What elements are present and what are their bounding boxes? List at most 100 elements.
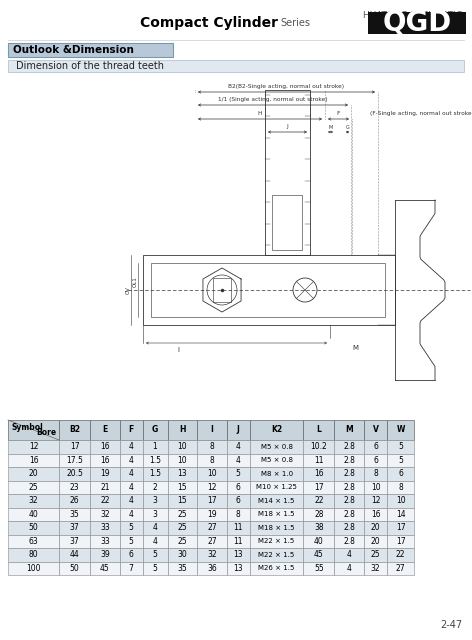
- Bar: [364, 508, 387, 521]
- Bar: [120, 521, 143, 534]
- Bar: [303, 454, 335, 467]
- Text: 8: 8: [236, 509, 241, 519]
- Text: 26: 26: [70, 496, 79, 505]
- Bar: [90, 521, 120, 534]
- Bar: [303, 420, 335, 440]
- Text: 13: 13: [234, 564, 243, 573]
- Text: 40: 40: [29, 509, 38, 519]
- Text: 12: 12: [29, 442, 38, 451]
- Text: 4: 4: [129, 496, 134, 505]
- Bar: [8, 508, 59, 521]
- Bar: [335, 561, 364, 575]
- Bar: [387, 521, 414, 534]
- Text: 10: 10: [207, 469, 217, 478]
- Bar: [364, 420, 387, 440]
- Text: 4: 4: [236, 456, 241, 465]
- Bar: [90, 561, 120, 575]
- Text: 4: 4: [152, 524, 158, 532]
- Text: 11: 11: [234, 537, 243, 546]
- Text: 30: 30: [177, 550, 187, 559]
- Text: H: H: [258, 111, 262, 116]
- Bar: [90, 508, 120, 521]
- Bar: [303, 561, 335, 575]
- Text: 37: 37: [70, 524, 79, 532]
- Text: 5: 5: [236, 469, 241, 478]
- Text: 11: 11: [314, 456, 324, 465]
- Bar: [303, 481, 335, 494]
- Text: 5: 5: [398, 456, 403, 465]
- Bar: [250, 440, 303, 454]
- Text: Compact Cylinder: Compact Cylinder: [140, 16, 278, 30]
- Text: 5: 5: [129, 524, 134, 532]
- Text: M18 × 1.5: M18 × 1.5: [258, 525, 295, 531]
- Bar: [143, 561, 168, 575]
- Bar: [90, 481, 120, 494]
- Bar: [197, 508, 227, 521]
- Text: 39: 39: [100, 550, 110, 559]
- Bar: [168, 494, 197, 508]
- Text: 6: 6: [373, 442, 378, 451]
- Text: 10: 10: [177, 442, 187, 451]
- Bar: [120, 440, 143, 454]
- Bar: [143, 534, 168, 548]
- Bar: [8, 420, 59, 440]
- Bar: [335, 440, 364, 454]
- Text: 32: 32: [100, 509, 110, 519]
- Bar: [8, 561, 59, 575]
- Bar: [303, 494, 335, 508]
- Bar: [59, 508, 90, 521]
- Text: 37: 37: [70, 537, 79, 546]
- Text: 4: 4: [129, 509, 134, 519]
- Text: 1: 1: [152, 442, 158, 451]
- Text: 20: 20: [29, 469, 38, 478]
- Bar: [168, 481, 197, 494]
- Bar: [227, 467, 250, 481]
- Bar: [387, 508, 414, 521]
- Text: 17: 17: [396, 524, 405, 532]
- Text: M: M: [352, 345, 358, 351]
- Text: E: E: [102, 426, 108, 435]
- Text: G: G: [346, 125, 349, 130]
- Text: 2: 2: [152, 483, 158, 492]
- Bar: [335, 534, 364, 548]
- Text: 20.5: 20.5: [66, 469, 83, 478]
- Text: 2.8: 2.8: [343, 442, 355, 451]
- Bar: [8, 548, 59, 561]
- Text: 16: 16: [100, 456, 110, 465]
- Text: M5 × 0.8: M5 × 0.8: [261, 444, 293, 450]
- Text: 19: 19: [207, 509, 217, 519]
- Text: 12: 12: [207, 483, 217, 492]
- Bar: [90, 494, 120, 508]
- Bar: [90, 534, 120, 548]
- Bar: [59, 481, 90, 494]
- Bar: [387, 548, 414, 561]
- Text: 15: 15: [177, 483, 187, 492]
- Text: 23: 23: [70, 483, 79, 492]
- Bar: [120, 508, 143, 521]
- Text: 50: 50: [29, 524, 38, 532]
- Text: 45: 45: [314, 550, 324, 559]
- Bar: [120, 548, 143, 561]
- Bar: [59, 521, 90, 534]
- Text: 4: 4: [129, 456, 134, 465]
- Text: 5: 5: [129, 537, 134, 546]
- Bar: [213, 278, 231, 302]
- Text: 19: 19: [100, 469, 110, 478]
- Bar: [387, 481, 414, 494]
- Bar: [8, 454, 59, 467]
- Text: 25: 25: [177, 509, 187, 519]
- Bar: [197, 467, 227, 481]
- Bar: [227, 481, 250, 494]
- Text: 44: 44: [70, 550, 79, 559]
- Bar: [59, 467, 90, 481]
- Text: 16: 16: [100, 442, 110, 451]
- Text: H: H: [179, 426, 185, 435]
- Text: 35: 35: [70, 509, 79, 519]
- Text: B2(B2-Single acting, normal out stroke): B2(B2-Single acting, normal out stroke): [228, 84, 345, 89]
- Bar: [303, 440, 335, 454]
- Bar: [387, 420, 414, 440]
- Bar: [120, 534, 143, 548]
- Bar: [143, 521, 168, 534]
- Bar: [120, 494, 143, 508]
- Bar: [272, 195, 302, 250]
